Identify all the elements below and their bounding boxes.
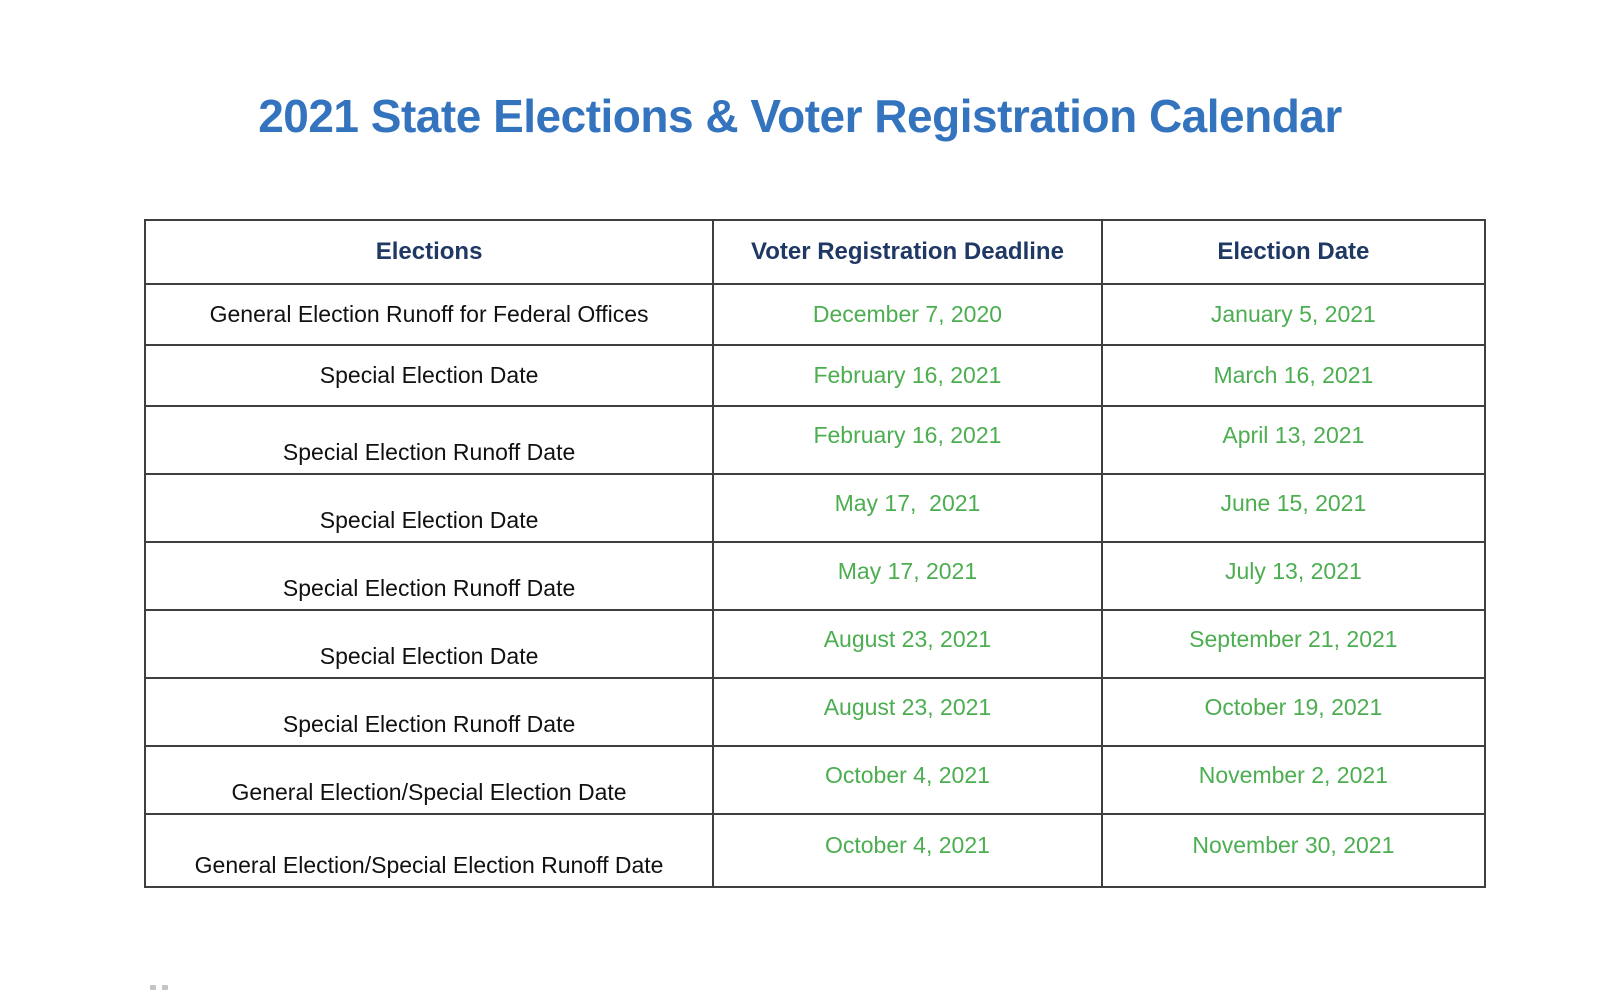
date-cell: July 13, 2021 [1100, 541, 1487, 611]
deadline-cell: May 17, 2021 [712, 541, 1103, 611]
date-cell: January 5, 2021 [1100, 283, 1487, 346]
date-cell: June 15, 2021 [1100, 473, 1487, 543]
deadline-cell: October 4, 2021 [712, 745, 1103, 815]
table-row: Special Election Date August 23, 2021 Se… [143, 609, 1487, 679]
election-cell: Special Election Runoff Date [143, 677, 715, 747]
election-cell: General Election/Special Election Runoff… [143, 813, 715, 888]
date-cell: April 13, 2021 [1100, 405, 1487, 475]
table-row: Special Election Runoff Date August 23, … [143, 677, 1487, 747]
deadline-cell: May 17, 2021 [712, 473, 1103, 543]
election-cell: General Election Runoff for Federal Offi… [143, 283, 715, 346]
table-row: Special Election Runoff Date February 16… [143, 405, 1487, 475]
date-cell: September 21, 2021 [1100, 609, 1487, 679]
table-row: General Election/Special Election Runoff… [143, 813, 1487, 888]
table-row: General Election Runoff for Federal Offi… [143, 283, 1487, 346]
table-row: Special Election Runoff Date May 17, 202… [143, 541, 1487, 611]
table-row: Special Election Date February 16, 2021 … [143, 344, 1487, 407]
header-election-date: Election Date [1100, 219, 1487, 285]
deadline-cell: August 23, 2021 [712, 609, 1103, 679]
header-elections: Elections [143, 219, 715, 285]
election-cell: Special Election Date [143, 344, 715, 407]
deadline-cell: August 23, 2021 [712, 677, 1103, 747]
date-cell: March 16, 2021 [1100, 344, 1487, 407]
table-row: Special Election Date May 17, 2021 June … [143, 473, 1487, 543]
election-cell: Special Election Date [143, 609, 715, 679]
date-cell: November 2, 2021 [1100, 745, 1487, 815]
clipped-text-artifact [150, 985, 176, 990]
elections-calendar-table: Elections Voter Registration Deadline El… [143, 219, 1487, 888]
date-cell: October 19, 2021 [1100, 677, 1487, 747]
deadline-cell: December 7, 2020 [712, 283, 1103, 346]
deadline-cell: February 16, 2021 [712, 344, 1103, 407]
election-cell: Special Election Runoff Date [143, 541, 715, 611]
header-voter-registration-deadline: Voter Registration Deadline [712, 219, 1103, 285]
election-cell: Special Election Date [143, 473, 715, 543]
date-cell: November 30, 2021 [1100, 813, 1487, 888]
table-header-row: Elections Voter Registration Deadline El… [143, 219, 1487, 285]
election-cell: General Election/Special Election Date [143, 745, 715, 815]
page-title: 2021 State Elections & Voter Registratio… [258, 89, 1342, 142]
deadline-cell: October 4, 2021 [712, 813, 1103, 888]
election-cell: Special Election Runoff Date [143, 405, 715, 475]
deadline-cell: February 16, 2021 [712, 405, 1103, 475]
table-row: General Election/Special Election Date O… [143, 745, 1487, 815]
